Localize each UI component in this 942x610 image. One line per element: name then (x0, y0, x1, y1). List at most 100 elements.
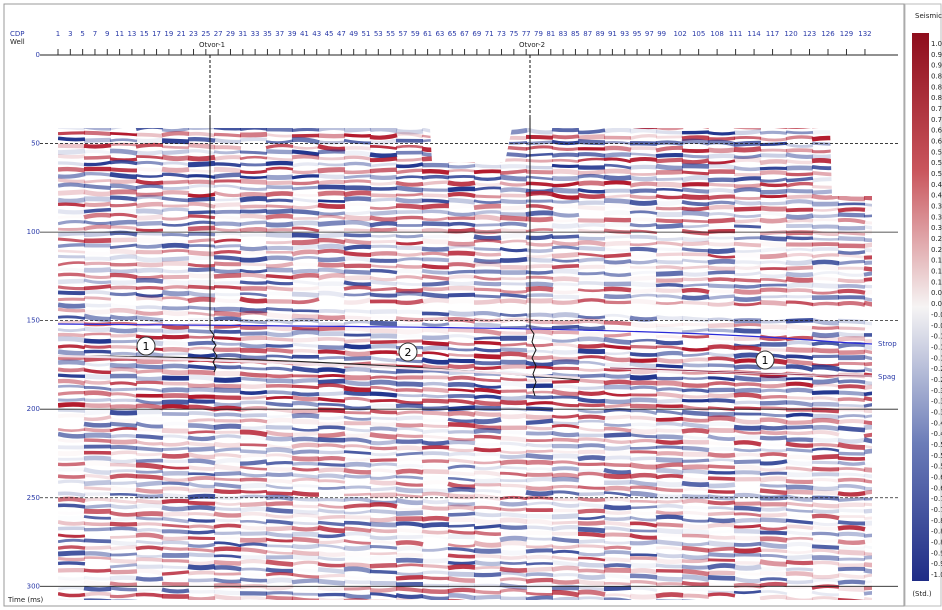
reflector (499, 317, 528, 324)
reflector (473, 589, 502, 595)
reflector (707, 500, 736, 506)
reflector (578, 480, 605, 482)
reflector (343, 485, 372, 490)
reflector (525, 204, 554, 211)
reflector (343, 396, 372, 403)
reflector (733, 505, 762, 512)
reflector (343, 285, 372, 291)
reflector (291, 543, 320, 550)
reflector (525, 293, 554, 298)
reflector (239, 296, 268, 304)
reflector (811, 318, 840, 326)
reflector (109, 291, 138, 297)
reflector (135, 178, 164, 186)
reflector (317, 391, 346, 396)
reflector (577, 222, 606, 229)
colorbar-label: 0.06 (931, 289, 942, 297)
reflector (317, 162, 346, 167)
reflector (759, 435, 788, 441)
colorbar-label: 0.80 (931, 94, 942, 102)
reflector (187, 493, 216, 500)
reflector (239, 506, 268, 513)
reflector (707, 182, 736, 187)
reflector (135, 539, 164, 546)
reflector (213, 482, 242, 489)
reflector (343, 514, 372, 520)
reflector (863, 366, 872, 374)
reflector (551, 449, 580, 454)
reflector (551, 146, 580, 151)
reflector (421, 297, 450, 305)
reflector (759, 577, 788, 582)
reflector (369, 292, 398, 298)
reflector (161, 334, 190, 340)
reflector (629, 367, 658, 375)
reflector (577, 568, 606, 574)
reflector (239, 425, 268, 431)
reflector (785, 194, 814, 200)
reflector (837, 456, 866, 461)
reflector (707, 131, 736, 136)
reflector (499, 412, 528, 420)
reflector (629, 438, 658, 444)
reflector (239, 335, 268, 342)
reflector (109, 243, 138, 249)
reflector (681, 240, 710, 246)
reflector (317, 367, 346, 374)
reflector (629, 586, 658, 593)
reflector (213, 589, 242, 596)
reflector (369, 197, 398, 203)
reflector (551, 460, 580, 466)
reflector (525, 269, 554, 275)
reflector (421, 515, 450, 522)
cdp-tick-label: 21 (177, 30, 186, 38)
reflector (370, 558, 397, 559)
reflector (369, 451, 398, 457)
reflector (863, 590, 872, 597)
reflector (707, 270, 736, 275)
reflector (343, 133, 372, 138)
reflector (396, 271, 423, 273)
reflector (317, 551, 346, 558)
reflector (577, 128, 606, 135)
reflector (655, 434, 684, 440)
reflector (733, 260, 762, 265)
reflector (629, 258, 658, 265)
reflector (265, 255, 294, 262)
reflector (629, 321, 658, 329)
reflector (265, 513, 294, 519)
reflector (213, 463, 242, 472)
reflector (603, 403, 632, 409)
reflector (447, 451, 476, 457)
reflector (395, 552, 424, 558)
reflector (343, 190, 372, 198)
reflector (213, 310, 242, 318)
cdp-tick-label: 75 (509, 30, 518, 38)
reflector (474, 444, 501, 445)
reflector (317, 238, 346, 245)
reflector (109, 510, 138, 517)
reflector (369, 193, 398, 198)
reflector (603, 557, 632, 563)
reflector (603, 128, 632, 134)
reflector (681, 315, 710, 323)
reflector (447, 430, 476, 435)
reflector (369, 446, 398, 451)
reflector (786, 332, 813, 333)
reflector (473, 247, 502, 252)
reflector (551, 596, 580, 600)
reflector (421, 351, 450, 358)
reflector (421, 334, 450, 341)
reflector (291, 431, 320, 437)
reflector (239, 255, 268, 263)
reflector (421, 169, 450, 175)
reflector (265, 221, 294, 228)
reflector (187, 411, 216, 417)
reflector (863, 437, 872, 445)
reflector (109, 212, 138, 219)
reflector (759, 412, 788, 418)
reflector (759, 571, 788, 577)
reflector (369, 592, 398, 599)
reflector (421, 238, 450, 245)
reflector (187, 570, 216, 576)
